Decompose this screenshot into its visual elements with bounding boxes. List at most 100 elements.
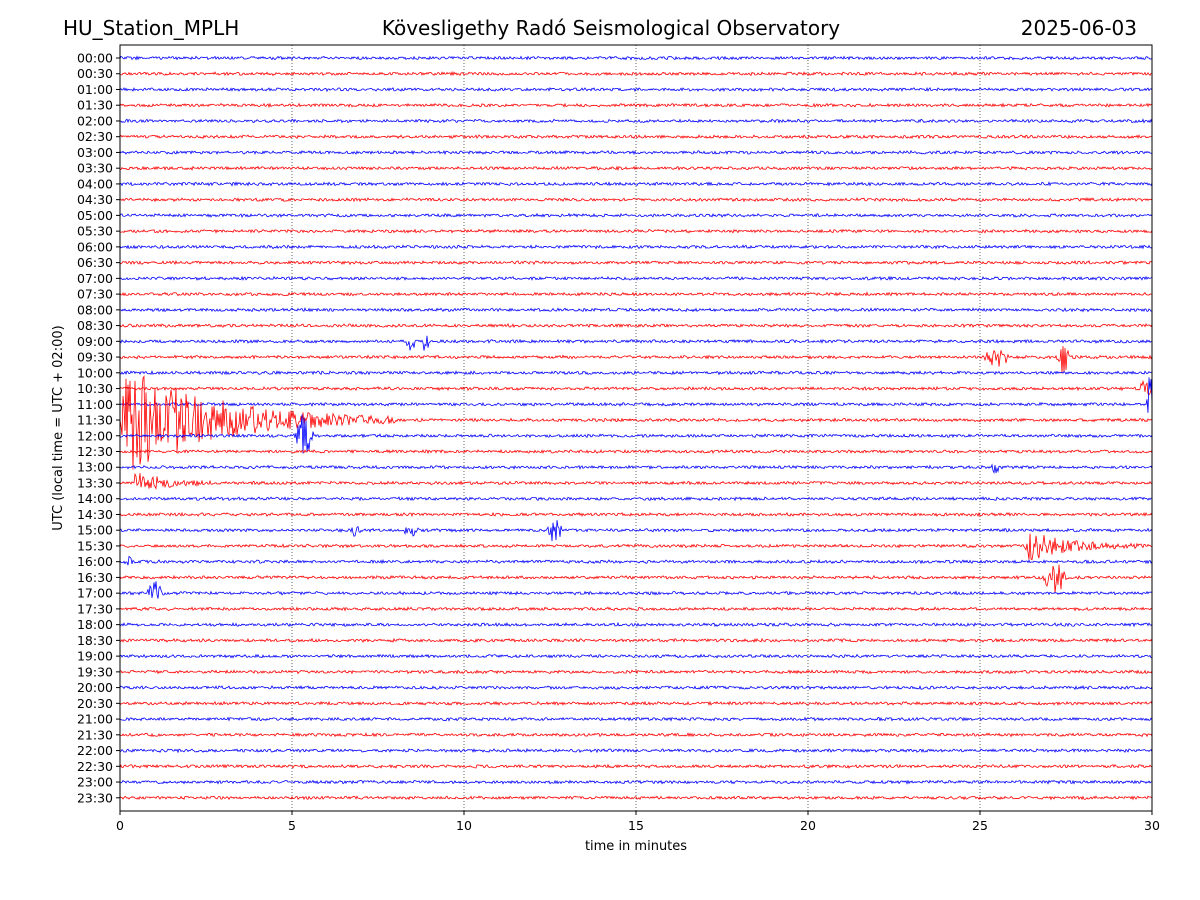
trace-2200 (119, 747, 1153, 754)
y-tick-label: 03:00 (77, 145, 113, 160)
trace-0700 (119, 275, 1153, 281)
trace-1230 (119, 448, 1153, 455)
y-tick-label: 11:30 (77, 413, 113, 428)
trace-1400 (119, 496, 1153, 502)
y-tick-label: 00:00 (77, 51, 113, 66)
y-tick-label: 10:30 (77, 381, 113, 396)
trace-1600 (119, 555, 1153, 566)
y-tick-label: 23:00 (77, 775, 113, 790)
chart-title: Kövesligethy Radó Seismological Observat… (382, 16, 840, 40)
trace-0800 (119, 307, 1153, 313)
station-name: HU_Station_MPLH (63, 16, 239, 40)
y-tick-label: 13:00 (77, 460, 113, 475)
trace-0530 (119, 228, 1153, 234)
trace-2100 (119, 716, 1153, 722)
trace-1900 (119, 653, 1153, 659)
trace-1800 (119, 621, 1153, 628)
y-tick-label: 08:30 (77, 318, 113, 333)
y-tick-label: 05:00 (77, 208, 113, 223)
trace-1200 (119, 414, 1153, 454)
y-tick-label: 07:00 (77, 271, 113, 286)
trace-1430 (119, 511, 1153, 518)
y-tick-label: 20:00 (77, 680, 113, 695)
trace-0130 (119, 102, 1153, 109)
y-tick-label: 15:30 (77, 538, 113, 553)
y-tick-label: 08:00 (77, 302, 113, 317)
y-tick-label: 01:30 (77, 98, 113, 113)
trace-1330 (119, 472, 1153, 490)
y-tick-label: 13:30 (77, 475, 113, 490)
y-tick-label: 17:00 (77, 586, 113, 601)
y-tick-label: 22:30 (77, 759, 113, 774)
trace-0000 (119, 55, 1153, 61)
trace-0030 (119, 70, 1153, 77)
y-tick-label: 02:00 (77, 113, 113, 128)
y-tick-label: 06:00 (77, 239, 113, 254)
y-tick-label: 09:30 (77, 350, 113, 365)
trace-2130 (119, 732, 1153, 738)
y-tick-label: 05:30 (77, 224, 113, 239)
trace-1030 (119, 379, 1153, 396)
y-tick-label: 14:00 (77, 491, 113, 506)
y-tick-label: 09:00 (77, 334, 113, 349)
y-tick-label: 18:00 (77, 617, 113, 632)
x-tick-label: 10 (456, 818, 472, 833)
y-tick-label: 19:30 (77, 664, 113, 679)
y-tick-label: 07:30 (77, 287, 113, 302)
y-tick-label: 20:30 (77, 696, 113, 711)
grid-lines (291, 45, 981, 811)
trace-0900 (119, 335, 1153, 351)
y-tick-label: 16:30 (77, 570, 113, 585)
trace-1700 (119, 581, 1153, 599)
x-axis-label: time in minutes (585, 839, 687, 854)
y-tick-label: 04:00 (77, 176, 113, 191)
y-tick-label: 06:30 (77, 255, 113, 270)
trace-0930 (119, 346, 1153, 374)
x-tick-label: 30 (1144, 818, 1160, 833)
y-tick-label: 21:00 (77, 712, 113, 727)
trace-1530 (119, 533, 1153, 561)
y-tick-label: 01:00 (77, 82, 113, 97)
y-tick-label: 15:00 (77, 523, 113, 538)
trace-0430 (119, 197, 1153, 203)
trace-0100 (119, 86, 1153, 93)
trace-1300 (119, 463, 1153, 474)
trace-2030 (119, 700, 1153, 706)
y-tick-label: 17:30 (77, 601, 113, 616)
trace-1930 (119, 669, 1153, 675)
y-tick-label: 12:00 (77, 428, 113, 443)
trace-1100 (119, 377, 1153, 413)
trace-1500 (119, 520, 1153, 542)
x-tick-label: 20 (800, 818, 816, 833)
y-tick-label: 22:00 (77, 743, 113, 758)
trace-0830 (119, 323, 1153, 329)
trace-0630 (119, 260, 1153, 266)
trace-1730 (119, 606, 1153, 612)
trace-2300 (119, 779, 1153, 785)
y-tick-label: 12:30 (77, 444, 113, 459)
trace-2330 (119, 795, 1153, 801)
trace-1130 (119, 375, 1153, 470)
trace-0730 (119, 291, 1153, 297)
trace-0230 (119, 134, 1153, 140)
trace-1830 (119, 637, 1153, 644)
x-tick-label: 25 (972, 818, 988, 833)
trace-1000 (119, 369, 1153, 376)
x-tick-label: 5 (288, 818, 296, 833)
trace-group (119, 55, 1153, 801)
y-tick-label: 03:30 (77, 161, 113, 176)
y-tick-label: 00:30 (77, 66, 113, 81)
y-axis-label: UTC (local time = UTC + 02:00) (51, 325, 66, 530)
y-tick-label: 19:00 (77, 649, 113, 664)
y-tick-label: 16:00 (77, 554, 113, 569)
trace-0400 (119, 181, 1153, 187)
x-tick-label: 0 (116, 818, 124, 833)
y-tick-label: 14:30 (77, 507, 113, 522)
trace-0200 (119, 118, 1153, 124)
x-axis: 0 5 10 15 20 25 30 (116, 811, 1160, 833)
y-tick-label: 10:00 (77, 365, 113, 380)
trace-0500 (119, 212, 1153, 218)
y-tick-label: 04:30 (77, 192, 113, 207)
y-tick-label: 02:30 (77, 129, 113, 144)
